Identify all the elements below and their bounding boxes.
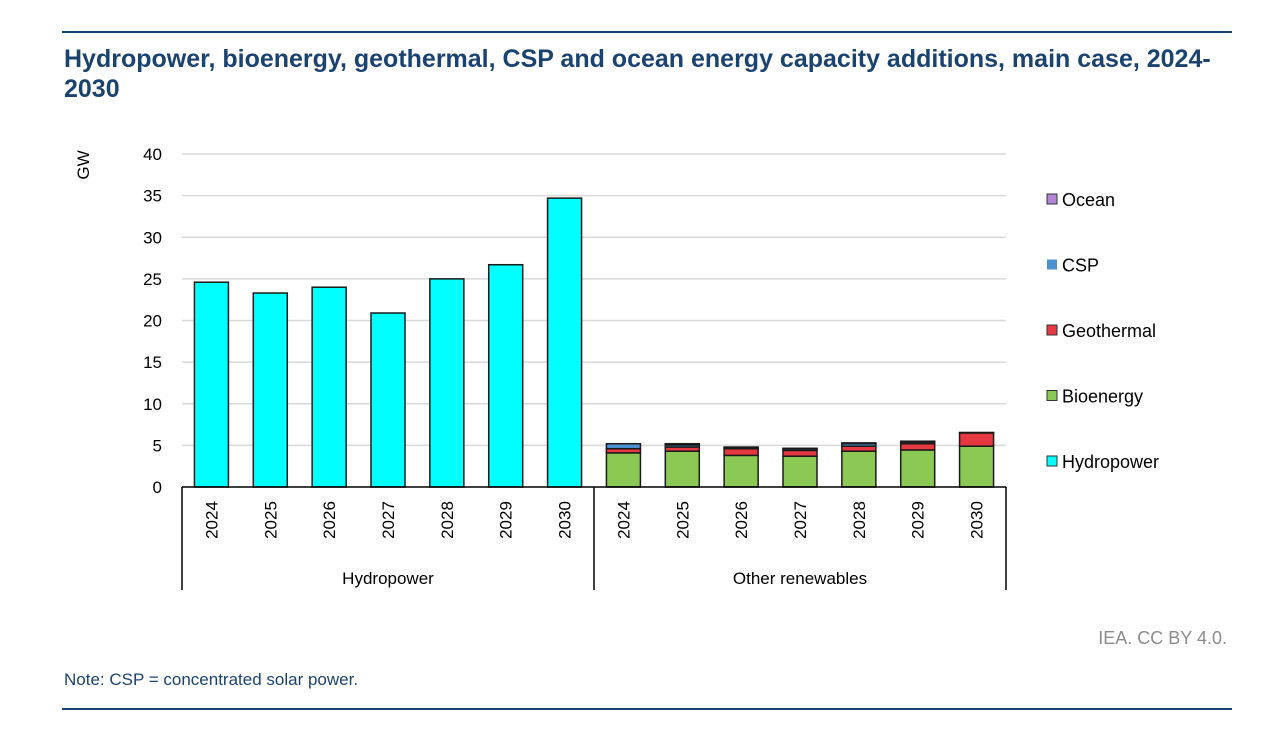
x-tick-label: 2029 xyxy=(497,501,516,539)
bar-hydropower-2029 xyxy=(487,263,524,488)
x-tick-label: 2025 xyxy=(261,501,280,539)
bar-ocean-2028 xyxy=(841,442,877,445)
bar-ocean-2029 xyxy=(899,440,936,443)
credit-text: IEA. CC BY 4.0. xyxy=(1098,628,1227,648)
y-tick-label: 30 xyxy=(143,228,162,247)
group-label: Hydropower xyxy=(342,569,434,588)
bar-hydropower-2024 xyxy=(193,281,230,488)
legend-label: Bioenergy xyxy=(1062,387,1143,407)
bar-ocean-2027 xyxy=(782,447,818,450)
x-tick-label: 2030 xyxy=(968,501,987,539)
bar-ocean-2026 xyxy=(723,446,759,449)
legend-swatch xyxy=(1046,193,1058,205)
legend-swatch xyxy=(1046,390,1058,401)
legend-swatch xyxy=(1046,455,1058,467)
bar-hydropower-2026 xyxy=(311,286,347,488)
y-tick-label: 0 xyxy=(153,478,162,497)
legend-label: Geothermal xyxy=(1062,321,1156,341)
legend-swatch xyxy=(1047,259,1057,270)
y-tick-label: 35 xyxy=(143,187,162,206)
y-tick-label: 10 xyxy=(143,395,162,414)
y-tick-label: 20 xyxy=(143,312,162,331)
legend-swatch xyxy=(1046,324,1058,336)
x-axis-labels: 2024 2025 2026 2027 2028 2029 2030 Hydropower 20… xyxy=(202,501,986,588)
x-tick-label: 2024 xyxy=(202,501,221,539)
legend-label: CSP xyxy=(1062,256,1099,276)
x-tick-label: 2024 xyxy=(614,501,633,539)
y-tick-label: 40 xyxy=(143,145,162,164)
x-tick-label: 2030 xyxy=(556,501,575,539)
note-text: Note: CSP = concentrated solar power. xyxy=(64,670,359,689)
bar-bioenergy-2030 xyxy=(958,445,995,488)
bar-bioenergy-2027 xyxy=(782,455,818,488)
bar-bioenergy-2024 xyxy=(605,452,642,488)
bar-hydropower-2025 xyxy=(252,292,289,488)
bar-geothermal-2027 xyxy=(782,449,818,457)
legend: Ocean CSP Geothermal Bioenergy Hydropower xyxy=(1046,190,1159,472)
bar-geothermal-2030 xyxy=(958,432,995,447)
top-rule xyxy=(62,31,1232,33)
x-tick-label: 2028 xyxy=(438,501,457,539)
bar-ocean-2025 xyxy=(664,442,701,446)
legend-item-bioenergy: Bioenergy xyxy=(1046,387,1143,407)
bars xyxy=(193,197,995,488)
x-tick-label: 2025 xyxy=(673,501,692,539)
bar-bioenergy-2029 xyxy=(899,449,936,488)
bar-ocean-2030 xyxy=(958,431,995,434)
bar-geothermal-2026 xyxy=(723,447,759,457)
y-tick-label: 25 xyxy=(143,270,162,289)
gridlines xyxy=(182,153,1006,447)
bar-bioenergy-2028 xyxy=(841,450,877,488)
bar-hydropower-2027 xyxy=(370,312,406,488)
chart-title: Hydropower, bioenergy, geothermal, CSP a… xyxy=(64,45,1211,103)
bar-hydropower-2028 xyxy=(429,278,465,488)
x-tick-label: 2028 xyxy=(850,501,869,539)
bar-csp-2024 xyxy=(605,442,642,450)
legend-label: Hydropower xyxy=(1062,452,1159,472)
y-axis-ticks: 0 5 10 15 20 25 30 35 40 xyxy=(143,145,162,497)
y-axis-label: GW xyxy=(74,150,93,179)
x-tick-label: 2027 xyxy=(379,501,398,539)
x-tick-label: 2026 xyxy=(732,501,751,539)
bar-geothermal-2029 xyxy=(899,442,936,451)
y-tick-label: 5 xyxy=(153,436,162,455)
legend-item-geothermal: Geothermal xyxy=(1046,321,1156,341)
bar-hydropower-2030 xyxy=(546,197,583,488)
legend-label: Ocean xyxy=(1062,190,1115,210)
bar-bioenergy-2025 xyxy=(664,450,701,488)
bar-bioenergy-2026 xyxy=(723,454,759,488)
x-tick-label: 2027 xyxy=(791,501,810,539)
x-tick-label: 2026 xyxy=(320,501,339,539)
legend-item-hydropower: Hydropower xyxy=(1046,452,1159,472)
legend-item-csp: CSP xyxy=(1047,256,1099,276)
bottom-rule xyxy=(62,708,1232,710)
x-tick-label: 2029 xyxy=(909,501,928,539)
x-axis xyxy=(181,486,1007,590)
y-tick-label: 15 xyxy=(143,353,162,372)
legend-item-ocean: Ocean xyxy=(1046,190,1115,210)
group-label: Other renewables xyxy=(733,569,867,588)
